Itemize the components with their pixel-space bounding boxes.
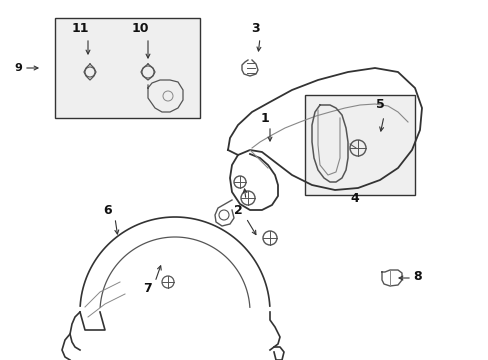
Text: 1: 1 [260, 112, 269, 125]
Text: 11: 11 [71, 22, 88, 35]
Text: 10: 10 [131, 22, 148, 35]
Text: 2: 2 [233, 203, 242, 216]
Text: 5: 5 [375, 99, 384, 112]
Text: 3: 3 [250, 22, 259, 35]
Bar [55, 18, 200, 118]
Text: 9: 9 [14, 63, 22, 73]
Text: 7: 7 [143, 282, 152, 294]
Bar [305, 95, 414, 195]
Text: 6: 6 [103, 203, 112, 216]
Text: 4: 4 [350, 192, 359, 204]
Text: 8: 8 [413, 270, 422, 283]
